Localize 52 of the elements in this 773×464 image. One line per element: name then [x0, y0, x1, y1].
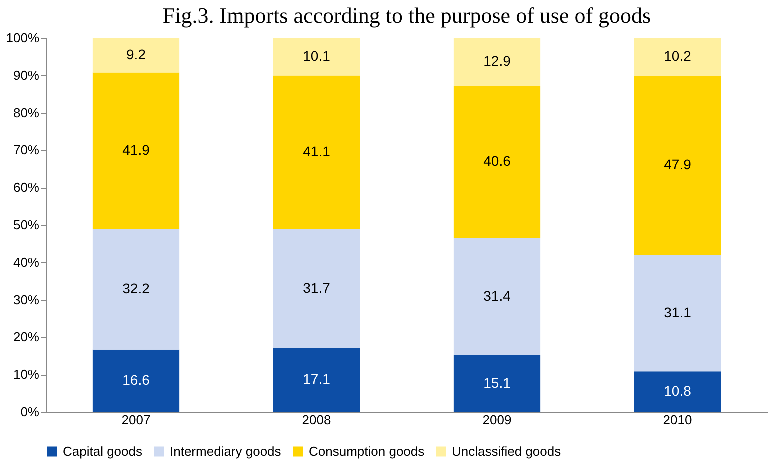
data-label: 15.1: [484, 374, 512, 391]
bar: [273, 348, 360, 412]
data-label: 17.1: [303, 371, 331, 388]
bar: [634, 76, 722, 256]
data-label: 16.6: [122, 372, 150, 388]
bar: [634, 372, 722, 412]
x-tick-label: 2010: [663, 412, 692, 428]
bar: [92, 350, 180, 412]
bar: [273, 76, 360, 230]
data-label: 40.6: [484, 153, 512, 170]
y-tick-label: 80%: [13, 105, 40, 120]
data-label: 9.2: [126, 46, 146, 63]
y-tick-label: 10%: [13, 367, 40, 382]
bar: [92, 72, 180, 230]
data-label: 10.1: [303, 48, 331, 64]
x-tick-label: 2008: [302, 412, 332, 428]
data-label: 12.9: [484, 53, 512, 70]
bar: [634, 255, 722, 372]
data-label: 41.9: [122, 142, 150, 158]
bar: [634, 38, 722, 76]
bar: [92, 229, 180, 350]
bar: [454, 38, 541, 86]
bar: [273, 229, 360, 348]
legend-label: Capital goods: [63, 444, 143, 459]
y-tick-label: 20%: [13, 330, 40, 345]
y-tick-label: 50%: [13, 218, 40, 232]
y-tick-label: 100%: [6, 30, 40, 46]
chart-title: Fig.3. Imports according to the purpose of use of goods: [162, 3, 652, 28]
data-label: 31.1: [664, 304, 692, 320]
bar: [273, 38, 360, 76]
legend-label: Unclassified goods: [452, 444, 562, 459]
data-label: 32.2: [122, 280, 150, 297]
bar: [92, 38, 180, 73]
bar: [454, 238, 541, 356]
bar: [454, 86, 541, 238]
y-tick-label: 60%: [13, 180, 40, 196]
data-label: 31.7: [303, 280, 331, 296]
y-tick-label: 0%: [20, 404, 40, 420]
y-tick-label: 70%: [13, 142, 40, 158]
x-tick-label: 2007: [122, 412, 151, 428]
y-tick-label: 40%: [13, 254, 40, 270]
data-label: 10.2: [664, 48, 692, 64]
data-label: 10.8: [664, 382, 692, 399]
y-tick-label: 90%: [13, 68, 40, 83]
y-tick-label: 30%: [13, 292, 40, 308]
data-label: 41.1: [303, 144, 331, 160]
data-label: 31.4: [484, 288, 512, 304]
legend-label: Consumption goods: [309, 444, 426, 459]
x-tick-label: 2009: [482, 412, 512, 428]
bar: [454, 356, 541, 412]
legend-label: Intermediary goods: [170, 444, 282, 459]
data-label: 47.9: [664, 156, 692, 173]
